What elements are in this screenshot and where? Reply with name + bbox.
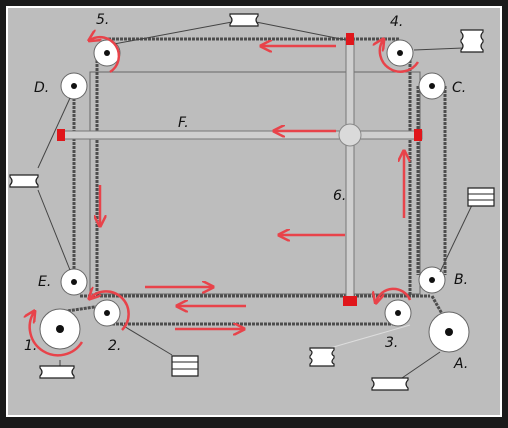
pulley-4 — [386, 39, 414, 67]
label-2: 2. — [108, 338, 121, 354]
belt-clamps — [57, 33, 422, 306]
label-4: 4. — [390, 14, 403, 30]
label-c: C. — [452, 80, 466, 96]
clamp-right — [414, 129, 422, 141]
vertical-bar — [345, 37, 355, 303]
pulley-5 — [93, 39, 121, 67]
pulley-b — [418, 266, 446, 294]
rotation-arrow-icon — [376, 287, 412, 302]
label-e: E. — [38, 274, 51, 290]
clamp-top — [346, 33, 354, 45]
pulley-d — [60, 72, 88, 100]
bearing-side-view-icon — [229, 13, 259, 27]
label-a: A. — [453, 356, 468, 372]
rotation-arrow-icon — [380, 40, 420, 73]
clamp-left — [57, 129, 65, 141]
label-3: 3. — [385, 335, 398, 351]
bearing-side-view-icon — [460, 29, 484, 53]
direction-arrows — [100, 46, 404, 329]
bearing-side-view-icon — [9, 174, 39, 188]
gantry-frame — [89, 71, 421, 295]
rotation-arrow-icon — [90, 291, 130, 331]
label-b: B. — [454, 272, 468, 288]
bearing-stack-icon — [467, 187, 495, 207]
pulley-2 — [93, 299, 121, 327]
label-6: 6. — [333, 188, 346, 204]
pulley-3 — [384, 299, 412, 327]
labels: 5. 4. D. C. F. 6. E. B. 1. 2. 3. A. — [24, 12, 468, 372]
bearing-side-view-icon — [309, 347, 335, 367]
pulley-1-motor — [39, 308, 81, 350]
bearing-side-view-icon — [371, 377, 409, 391]
rotation-arrows — [30, 37, 420, 357]
gantry-bar-f — [59, 130, 423, 140]
rotation-arrow-icon — [30, 312, 84, 357]
label-5: 5. — [96, 12, 109, 28]
carriage-hub — [338, 123, 362, 147]
leader-lines — [37, 21, 473, 379]
bearing-stack-icon — [171, 355, 199, 377]
bearing-stack-lines — [172, 193, 494, 370]
pulley-e — [60, 268, 88, 296]
belt-loop — [59, 37, 452, 329]
diagram-panel — [6, 6, 502, 417]
clamp-bottom — [343, 296, 357, 306]
pulleys — [39, 39, 470, 353]
rotation-arrow-icon — [90, 37, 121, 74]
pulley-a-motor — [428, 311, 470, 353]
label-f: F. — [178, 115, 189, 131]
label-1: 1. — [24, 338, 37, 354]
bearing-icons — [9, 13, 495, 391]
pulley-c — [418, 72, 446, 100]
label-d: D. — [34, 80, 49, 96]
bearing-side-view-icon — [39, 365, 75, 379]
